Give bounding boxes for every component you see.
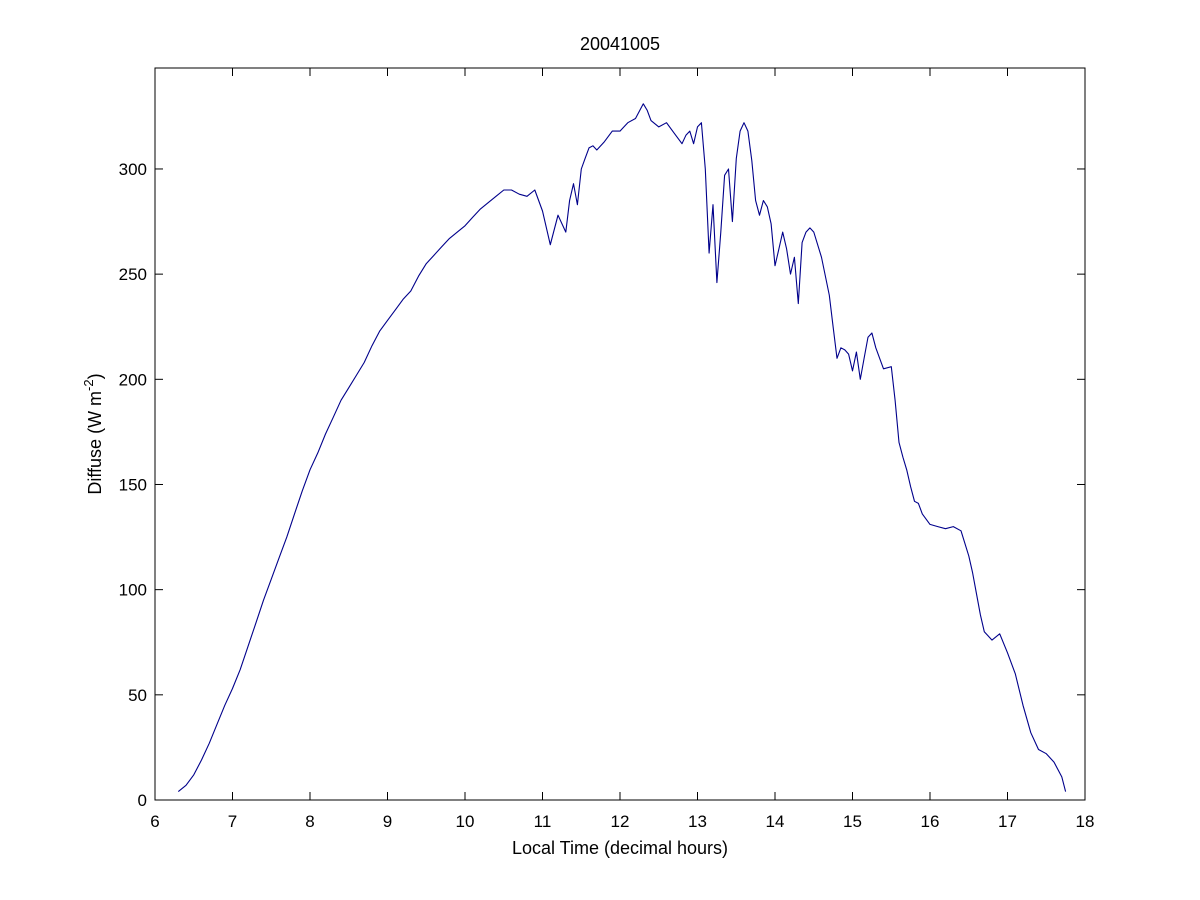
y-tick-label: 250 xyxy=(119,265,147,284)
x-tick-label: 6 xyxy=(150,812,159,831)
y-axis: 0 50 100 150 200 250 300 xyxy=(119,160,1085,810)
x-tick-label: 8 xyxy=(305,812,314,831)
x-tick-label: 15 xyxy=(843,812,862,831)
x-tick-label: 14 xyxy=(766,812,785,831)
y-tick-label: 100 xyxy=(119,581,147,600)
chart-title: 20041005 xyxy=(580,34,660,54)
x-axis-label: Local Time (decimal hours) xyxy=(512,838,728,858)
x-tick-label: 16 xyxy=(921,812,940,831)
x-tick-label: 7 xyxy=(228,812,237,831)
x-tick-label: 11 xyxy=(534,812,552,831)
x-tick-label: 18 xyxy=(1076,812,1095,831)
x-tick-label: 9 xyxy=(383,812,392,831)
plot-area xyxy=(154,67,1086,801)
x-tick-label: 10 xyxy=(456,812,475,831)
y-tick-label: 200 xyxy=(119,370,147,389)
y-axis-label: Diffuse (W m-2) xyxy=(81,373,105,494)
x-tick-label: 12 xyxy=(611,812,630,831)
y-axis-label-main: Diffuse (W m xyxy=(85,391,105,495)
diffuse-series-line xyxy=(177,103,1067,793)
y-axis-label-exponent: -2 xyxy=(81,379,96,391)
x-axis: 6 7 8 9 10 11 12 13 14 15 16 17 18 xyxy=(150,68,1094,831)
x-tick-label: 13 xyxy=(688,812,707,831)
y-tick-label: 300 xyxy=(119,160,147,179)
y-tick-label: 150 xyxy=(119,475,147,494)
y-tick-label: 0 xyxy=(138,791,147,810)
y-axis-label-close: ) xyxy=(85,373,105,379)
x-tick-label: 17 xyxy=(998,812,1017,831)
y-tick-label: 50 xyxy=(128,686,147,705)
